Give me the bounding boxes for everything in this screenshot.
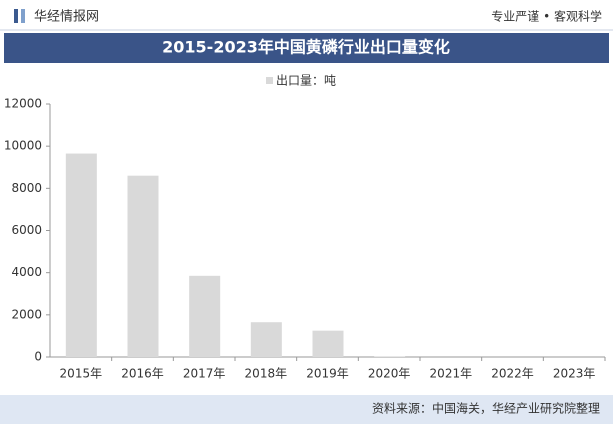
x-tick-label: 2019年 xyxy=(306,367,349,381)
x-tick-label: 2015年 xyxy=(60,367,103,381)
y-tick-label: 0 xyxy=(34,350,42,364)
y-tick-label: 10000 xyxy=(4,139,42,153)
bar xyxy=(127,175,159,357)
y-tick-label: 12000 xyxy=(4,97,42,111)
x-tick-label: 2021年 xyxy=(430,367,473,381)
x-tick-label: 2023年 xyxy=(553,367,596,381)
logo-mark xyxy=(14,9,18,23)
y-tick-label: 8000 xyxy=(11,181,42,195)
x-tick-label: 2020年 xyxy=(368,367,411,381)
brand: 华经情报网 xyxy=(34,10,99,25)
x-tick-label: 2022年 xyxy=(491,367,534,381)
bar xyxy=(250,322,282,357)
y-tick-label: 6000 xyxy=(11,223,42,237)
legend-label: 出口量：吨 xyxy=(276,74,336,88)
bar xyxy=(189,275,221,357)
footer-bar xyxy=(0,395,613,424)
bar xyxy=(374,356,406,357)
x-tick-label: 2016年 xyxy=(121,367,164,381)
bar xyxy=(312,330,344,357)
bar xyxy=(65,153,97,357)
logo-mark xyxy=(21,9,25,23)
legend-swatch xyxy=(266,77,273,84)
x-tick-label: 2017年 xyxy=(183,367,226,381)
slogan: 专业严谨 • 客观科学 xyxy=(491,9,602,24)
y-tick-label: 2000 xyxy=(11,307,42,321)
x-tick-label: 2018年 xyxy=(245,367,288,381)
chart-title: 2015-2023年中国黄磷行业出口量变化 xyxy=(162,38,450,57)
title-bar xyxy=(4,33,609,63)
source: 资料来源：中国海关，华经产业研究院整理 xyxy=(372,401,600,416)
y-tick-label: 4000 xyxy=(11,265,42,279)
